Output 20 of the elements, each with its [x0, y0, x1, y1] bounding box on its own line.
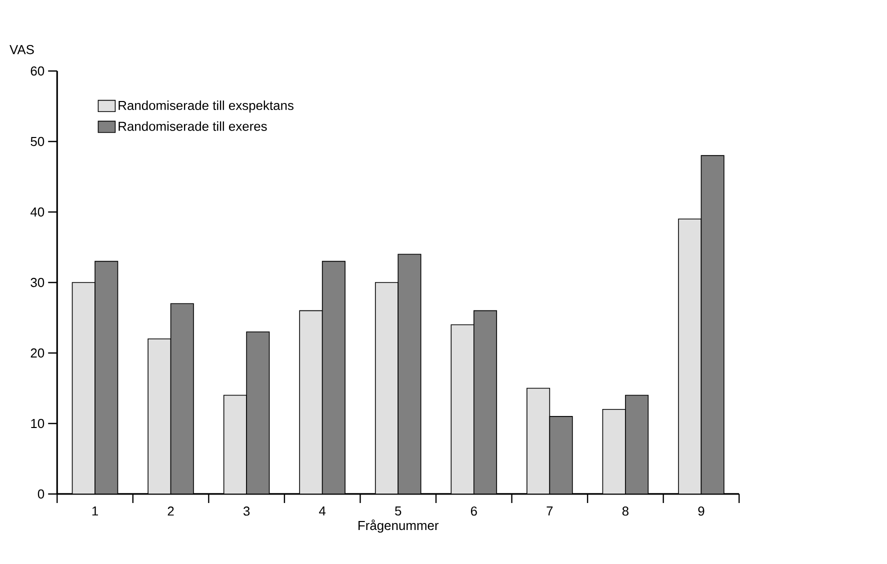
x-tick-label: 8 [622, 506, 628, 516]
x-tick-label: 6 [470, 506, 477, 516]
y-tick-label: 40 [30, 207, 44, 217]
legend-label: Randomiserade till exeres [118, 121, 267, 131]
y-axis-title: VAS [10, 45, 34, 54]
x-tick-label: 2 [168, 506, 174, 516]
y-tick-label: 50 [30, 136, 44, 146]
legend-label: Randomiserade till exspektans [118, 100, 294, 113]
x-tick-label: 4 [319, 506, 326, 516]
x-axis-title: Frågenummer [358, 520, 439, 533]
x-tick-label: 7 [546, 506, 553, 516]
y-tick-label: 60 [30, 66, 44, 76]
y-tick-label: 0 [38, 489, 44, 499]
y-tick-label: 10 [31, 418, 44, 428]
x-tick-label: 9 [698, 506, 704, 516]
x-tick-label: 3 [243, 506, 250, 516]
x-tick-label: 5 [395, 506, 402, 516]
y-tick-label: 20 [30, 348, 44, 358]
x-tick-label: 1 [92, 506, 98, 516]
y-tick-label: 30 [30, 278, 44, 288]
